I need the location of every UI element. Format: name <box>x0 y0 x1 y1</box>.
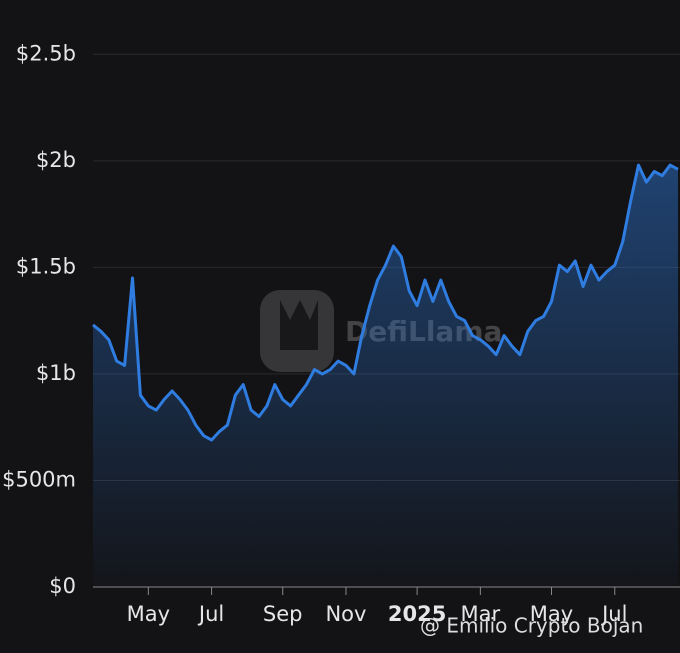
x-tick-label: Nov <box>325 602 366 626</box>
watermark-logo <box>260 290 334 372</box>
x-tick-label: May <box>530 602 573 626</box>
y-tick-label: $1.5b <box>16 254 76 278</box>
line <box>92 163 679 442</box>
x-tick-label: Mar <box>461 602 501 626</box>
area <box>93 165 678 587</box>
x-tick-label: May <box>127 602 170 626</box>
credit: @ Emilio Crypto Bojan <box>420 614 643 638</box>
y-tick-label: $500m <box>2 467 76 491</box>
y-tick-label: $0 <box>49 574 76 598</box>
x-tick-label: Sep <box>263 602 303 626</box>
x-tick-label: Jul <box>197 602 224 626</box>
y-tick-label: $1b <box>36 361 76 385</box>
x-tick-label: 2025 <box>388 602 446 626</box>
y-tick-label: $2.5b <box>16 41 76 65</box>
x-tick-label: Jul <box>600 602 627 626</box>
y-tick-label: $2b <box>36 148 76 172</box>
